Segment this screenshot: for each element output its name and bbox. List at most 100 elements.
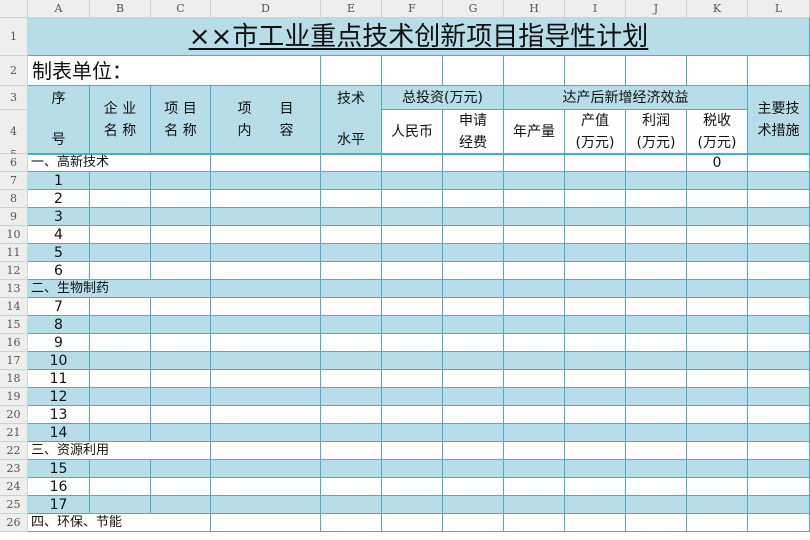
cell-D10[interactable] <box>211 226 321 244</box>
cell-E2[interactable] <box>321 56 382 86</box>
cell-E8[interactable] <box>321 190 382 208</box>
cell-G6[interactable] <box>443 154 504 172</box>
cell-J16[interactable] <box>626 334 687 352</box>
row-header-11[interactable]: 11 <box>0 244 28 262</box>
row-header-3[interactable]: 3 <box>0 86 28 110</box>
row-header-23[interactable]: 23 <box>0 460 28 478</box>
cell-G12[interactable] <box>443 262 504 280</box>
cell-F10[interactable] <box>382 226 443 244</box>
cell-K8[interactable] <box>687 190 748 208</box>
cell-I2[interactable] <box>565 56 626 86</box>
cell-L19[interactable] <box>748 388 810 406</box>
cell-G2[interactable] <box>443 56 504 86</box>
cell-K11[interactable] <box>687 244 748 262</box>
cell-I23[interactable] <box>565 460 626 478</box>
cell-G18[interactable] <box>443 370 504 388</box>
cell-H18[interactable] <box>504 370 565 388</box>
cell-F20[interactable] <box>382 406 443 424</box>
cell-K24[interactable] <box>687 478 748 496</box>
column-header-D[interactable]: D <box>211 0 321 18</box>
cell-K26[interactable] <box>687 514 748 532</box>
cell-F17[interactable] <box>382 352 443 370</box>
cell-E10[interactable] <box>321 226 382 244</box>
cell-L2[interactable] <box>748 56 810 86</box>
cell-E16[interactable] <box>321 334 382 352</box>
cell-E25[interactable] <box>321 496 382 514</box>
cell-C19[interactable] <box>151 388 211 406</box>
cell-K20[interactable] <box>687 406 748 424</box>
cell-I9[interactable] <box>565 208 626 226</box>
cell-L18[interactable] <box>748 370 810 388</box>
cell-G11[interactable] <box>443 244 504 262</box>
cell-J2[interactable] <box>626 56 687 86</box>
item-number[interactable]: 3 <box>28 208 90 226</box>
row-header-2[interactable]: 2 <box>0 56 28 86</box>
cell-G25[interactable] <box>443 496 504 514</box>
cell-G26[interactable] <box>443 514 504 532</box>
cell-C9[interactable] <box>151 208 211 226</box>
header-profit[interactable]: 利润 (万元) <box>626 110 687 154</box>
cell-I16[interactable] <box>565 334 626 352</box>
cell-C7[interactable] <box>151 172 211 190</box>
cell-J23[interactable] <box>626 460 687 478</box>
cell-E11[interactable] <box>321 244 382 262</box>
cell-H26[interactable] <box>504 514 565 532</box>
cell-K14[interactable] <box>687 298 748 316</box>
cell-L14[interactable] <box>748 298 810 316</box>
item-number[interactable]: 14 <box>28 424 90 442</box>
cell-G7[interactable] <box>443 172 504 190</box>
cell-E9[interactable] <box>321 208 382 226</box>
cell-I20[interactable] <box>565 406 626 424</box>
header-project-content[interactable]: 项 目 内 容 <box>211 86 321 154</box>
row-header-4[interactable]: 4 <box>0 110 28 154</box>
row-header-18[interactable]: 18 <box>0 370 28 388</box>
cell-D12[interactable] <box>211 262 321 280</box>
cell-C20[interactable] <box>151 406 211 424</box>
cell-B7[interactable] <box>90 172 151 190</box>
cell-J20[interactable] <box>626 406 687 424</box>
cell-F8[interactable] <box>382 190 443 208</box>
cell-L13[interactable] <box>748 280 810 298</box>
row-header-12[interactable]: 12 <box>0 262 28 280</box>
cell-I12[interactable] <box>565 262 626 280</box>
cell-F11[interactable] <box>382 244 443 262</box>
cell-L17[interactable] <box>748 352 810 370</box>
cell-K10[interactable] <box>687 226 748 244</box>
cell-F12[interactable] <box>382 262 443 280</box>
cell-D19[interactable] <box>211 388 321 406</box>
section-label[interactable]: 二、生物制药 <box>28 280 211 298</box>
unit-label-cell[interactable]: 制表单位： <box>28 56 321 86</box>
cell-I21[interactable] <box>565 424 626 442</box>
cell-C24[interactable] <box>151 478 211 496</box>
column-header-B[interactable]: B <box>90 0 151 18</box>
cell-I8[interactable] <box>565 190 626 208</box>
cell-H22[interactable] <box>504 442 565 460</box>
cell-E18[interactable] <box>321 370 382 388</box>
cell-I6[interactable] <box>565 154 626 172</box>
cell-E20[interactable] <box>321 406 382 424</box>
cell-F24[interactable] <box>382 478 443 496</box>
item-number[interactable]: 4 <box>28 226 90 244</box>
cell-I10[interactable] <box>565 226 626 244</box>
row-header-25[interactable]: 25 <box>0 496 28 514</box>
cell-K13[interactable] <box>687 280 748 298</box>
cell-I22[interactable] <box>565 442 626 460</box>
item-number[interactable]: 16 <box>28 478 90 496</box>
cell-B24[interactable] <box>90 478 151 496</box>
item-number[interactable]: 15 <box>28 460 90 478</box>
item-number[interactable]: 1 <box>28 172 90 190</box>
cell-F6[interactable] <box>382 154 443 172</box>
item-number[interactable]: 11 <box>28 370 90 388</box>
cell-D15[interactable] <box>211 316 321 334</box>
cell-E13[interactable] <box>321 280 382 298</box>
cell-F13[interactable] <box>382 280 443 298</box>
cell-D11[interactable] <box>211 244 321 262</box>
cell-L12[interactable] <box>748 262 810 280</box>
cell-H25[interactable] <box>504 496 565 514</box>
cell-I13[interactable] <box>565 280 626 298</box>
item-number[interactable]: 6 <box>28 262 90 280</box>
cell-B9[interactable] <box>90 208 151 226</box>
column-header-K[interactable]: K <box>687 0 748 18</box>
cell-E14[interactable] <box>321 298 382 316</box>
cell-E22[interactable] <box>321 442 382 460</box>
